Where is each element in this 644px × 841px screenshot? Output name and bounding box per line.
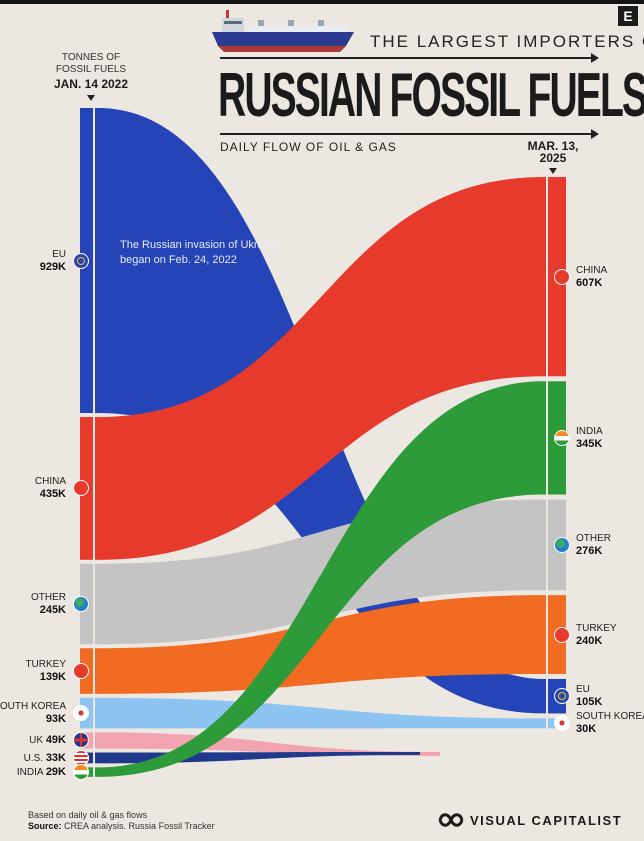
invasion-annotation: The Russian invasion of Ukraine began on… bbox=[120, 239, 279, 266]
left-axis-header: TONNES OF FOSSIL FUELS JAN. 14 2022 bbox=[44, 52, 138, 105]
left-axis-unit: TONNES OF FOSSIL FUELS bbox=[55, 52, 127, 75]
footer-method: Based on daily oil & gas flows bbox=[28, 810, 148, 820]
footer-source: Source: CREA analysis. Russia Fossil Tra… bbox=[28, 821, 215, 832]
left-label-us: U.S. 33K bbox=[24, 752, 66, 765]
china-flag-icon bbox=[73, 480, 89, 497]
left-bar-india bbox=[80, 767, 98, 777]
right-label-china: CHINA 607K bbox=[576, 265, 607, 290]
flow-name: OTHER bbox=[31, 592, 66, 604]
left-label-other: OTHER 245K bbox=[31, 592, 66, 617]
right-label-other: OTHER 276K bbox=[576, 533, 611, 558]
left-axis-date: JAN. 14 2022 bbox=[53, 77, 129, 91]
title-arrow-line bbox=[220, 133, 592, 135]
right-axis-pointer-icon bbox=[518, 166, 588, 178]
flow-value: 105K bbox=[576, 696, 603, 709]
china-flag-icon bbox=[554, 268, 570, 285]
left-label-turkey: TURKEY 139K bbox=[25, 659, 66, 684]
eu-flag-icon bbox=[554, 688, 570, 705]
left-axis-pointer-icon bbox=[44, 93, 138, 105]
source-label: Source: bbox=[28, 821, 62, 831]
publisher-name: VISUAL CAPITALIST bbox=[470, 813, 623, 828]
tanker-ship-icon bbox=[212, 10, 354, 52]
flow-value: 607K bbox=[576, 276, 603, 289]
flow-value: 29K bbox=[45, 766, 66, 779]
india-flag-icon bbox=[73, 764, 89, 781]
right-label-eu: EU 105K bbox=[576, 684, 602, 709]
flow-band-turkey bbox=[98, 595, 544, 694]
india-flag-icon bbox=[554, 429, 570, 446]
flow-value: 245K bbox=[39, 604, 66, 617]
flow-name: CHINA bbox=[34, 476, 66, 488]
flow-value: 139K bbox=[39, 671, 66, 684]
flow-value: 276K bbox=[576, 544, 603, 557]
flow-name: UK bbox=[29, 735, 46, 747]
right-label-india: INDIA 345K bbox=[576, 426, 603, 451]
flow-name: EU bbox=[52, 248, 66, 260]
right-label-south-korea: SOUTH KOREA 30K bbox=[576, 711, 644, 736]
flow-name: SOUTH KOREA bbox=[0, 701, 66, 713]
flow-name: OTHER bbox=[576, 532, 611, 544]
flow-name: U.S. bbox=[23, 752, 46, 764]
flow-band-south-korea bbox=[98, 697, 544, 729]
top-rule bbox=[0, 0, 644, 4]
flow-value: 33K bbox=[45, 751, 66, 764]
flow-value: 435K bbox=[39, 488, 66, 501]
south-korea-flag-icon bbox=[554, 715, 570, 732]
globe-icon bbox=[554, 536, 570, 553]
left-label-china: CHINA 435K bbox=[35, 476, 66, 501]
uk-flag-icon bbox=[73, 732, 89, 749]
left-label-eu: EU 929K bbox=[40, 249, 66, 274]
flow-name: CHINA bbox=[576, 264, 608, 276]
flow-name: TURKEY bbox=[25, 659, 66, 671]
flow-name: TURKEY bbox=[576, 622, 617, 634]
flow-band-other bbox=[98, 499, 544, 645]
flow-name: SOUTH KOREA bbox=[576, 711, 644, 723]
source-text: CREA analysis. Russia Fossil Tracker bbox=[64, 821, 215, 831]
flow-band-india bbox=[98, 381, 544, 777]
flow-band-china bbox=[98, 177, 544, 560]
right-label-turkey: TURKEY 240K bbox=[576, 623, 617, 648]
right-axis-header: MAR. 13, 2025 bbox=[518, 140, 588, 178]
flow-value: 240K bbox=[576, 634, 603, 647]
turkey-flag-icon bbox=[73, 663, 89, 680]
brand-tag: E bbox=[618, 6, 638, 26]
turkey-flag-icon bbox=[554, 626, 570, 643]
flow-name: INDIA bbox=[576, 425, 603, 437]
flow-name: EU bbox=[576, 684, 590, 696]
left-label-india: INDIA 29K bbox=[17, 766, 66, 779]
south-korea-flag-icon bbox=[73, 705, 89, 722]
footer-note: Based on daily oil & gas flows Source: C… bbox=[28, 810, 215, 832]
flow-band-uk bbox=[98, 732, 440, 756]
globe-icon bbox=[73, 596, 89, 613]
chart-subtitle: DAILY FLOW OF OIL & GAS bbox=[220, 140, 397, 154]
left-bar-us bbox=[80, 752, 98, 764]
eu-flag-icon bbox=[73, 252, 89, 269]
flow-name: INDIA bbox=[16, 767, 46, 779]
flow-value: 30K bbox=[576, 723, 597, 736]
left-label-south-korea: SOUTH KOREA 93K bbox=[0, 701, 66, 726]
kicker-title: THE LARGEST IMPORTERS OF bbox=[370, 32, 644, 51]
right-axis-date: MAR. 13, 2025 bbox=[527, 139, 579, 165]
flow-value: 929K bbox=[39, 260, 66, 273]
flow-value: 93K bbox=[45, 713, 66, 726]
visual-capitalist-logo-icon bbox=[438, 813, 464, 827]
title-arrow-head-icon bbox=[591, 129, 599, 139]
flow-value: 49K bbox=[45, 734, 66, 747]
flow-value: 345K bbox=[576, 437, 603, 450]
left-label-uk: UK 49K bbox=[29, 734, 66, 747]
kicker-arrow-head-icon bbox=[591, 53, 599, 63]
kicker-arrow-line bbox=[220, 57, 592, 59]
